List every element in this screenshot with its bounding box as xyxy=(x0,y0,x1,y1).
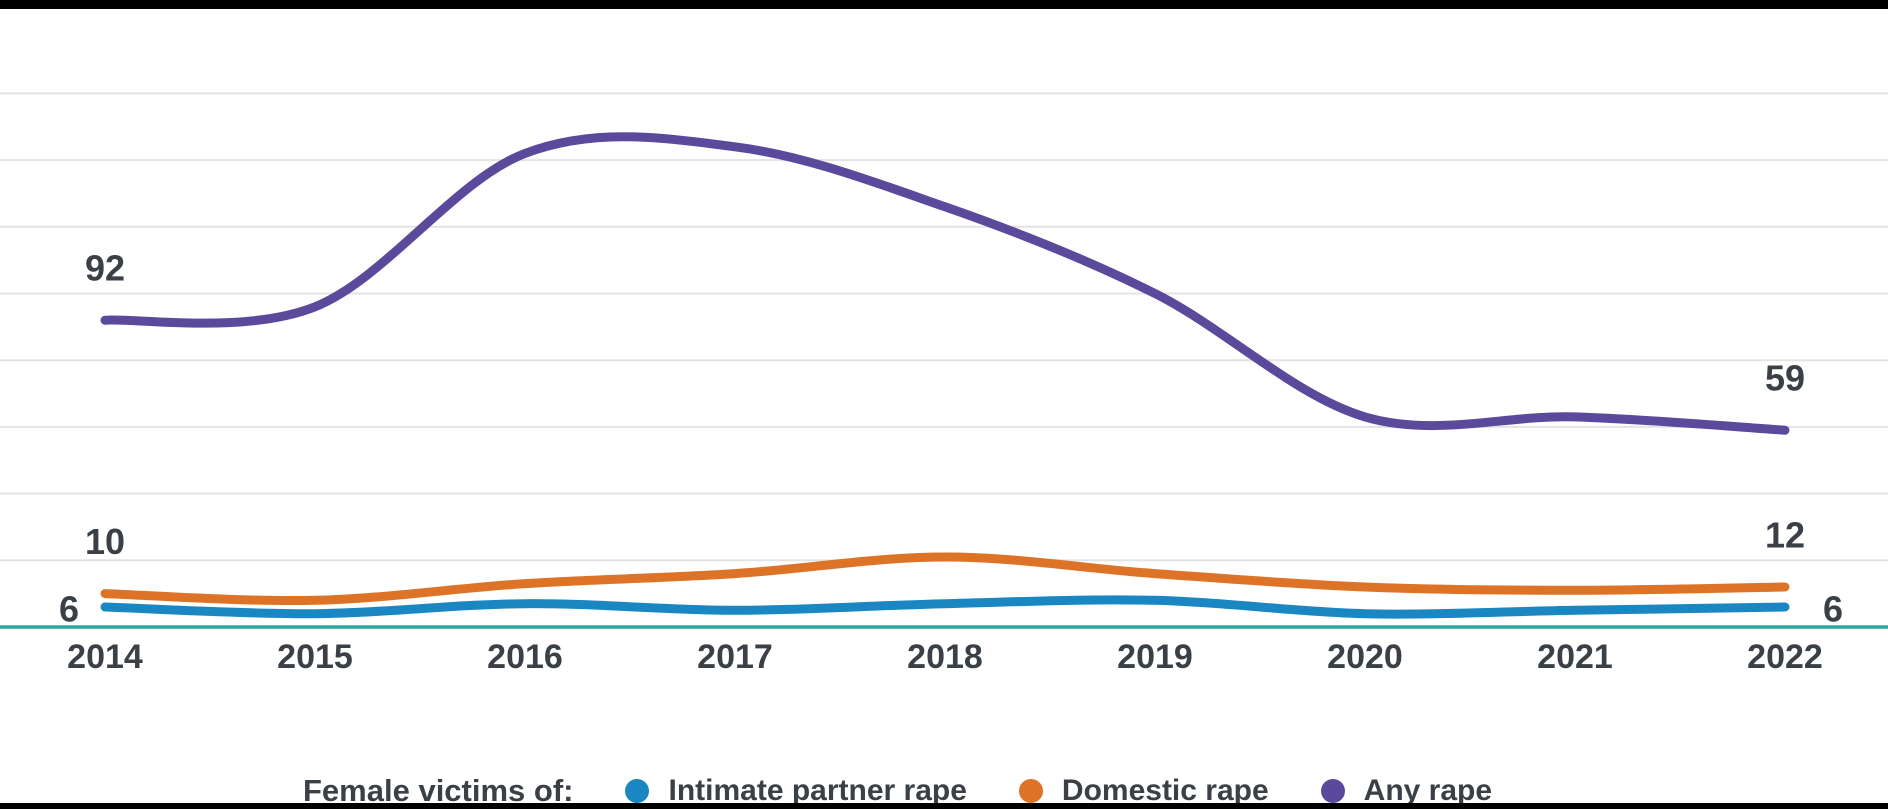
x-axis-label: 2015 xyxy=(277,638,353,676)
legend-dot-icon xyxy=(1320,779,1345,803)
line-intimate-partner-rape xyxy=(100,595,1790,619)
value-labels: 92 59 10 12 6 6 xyxy=(59,248,1843,630)
x-axis-label: 2021 xyxy=(1537,638,1613,676)
top-border-bar xyxy=(0,0,1888,9)
bottom-border-bar xyxy=(0,803,1888,809)
value-label: 12 xyxy=(1765,514,1805,555)
x-axis-label: 2018 xyxy=(907,638,983,676)
x-axis-label: 2019 xyxy=(1117,638,1193,676)
legend-item-label: Domestic rape xyxy=(1061,774,1269,807)
value-label: 92 xyxy=(85,248,125,289)
legend-item-domestic-rape: Domestic rape xyxy=(1018,774,1269,808)
legend-item-any-rape: Any rape xyxy=(1320,774,1493,808)
legend-title: Female victims of: xyxy=(303,773,574,808)
legend-item-label: Any rape xyxy=(1363,774,1493,807)
gridlines xyxy=(0,92,1888,562)
x-axis-labels: 2014 2015 2016 2017 2018 2019 2020 2021 2022 xyxy=(67,638,1823,676)
value-label: 10 xyxy=(85,521,125,562)
legend-dot-icon xyxy=(625,779,650,803)
x-axis-label: 2017 xyxy=(697,638,773,676)
legend-item-label: Intimate partner rape xyxy=(668,774,967,807)
x-axis-label: 2014 xyxy=(67,638,143,676)
value-label: 59 xyxy=(1765,358,1805,399)
legend: Female victims of: Intimate partner rape… xyxy=(303,772,1492,809)
legend-item-intimate-partner-rape: Intimate partner rape xyxy=(625,774,967,808)
x-axis-label: 2016 xyxy=(487,638,563,676)
value-label: 6 xyxy=(59,588,79,629)
line-domestic-rape xyxy=(100,552,1790,606)
line-any-rape xyxy=(100,132,1790,435)
x-axis-label: 2020 xyxy=(1327,638,1403,676)
legend-dot-icon xyxy=(1018,779,1043,803)
x-axis-label: 2022 xyxy=(1747,638,1823,676)
value-label: 6 xyxy=(1823,588,1843,629)
